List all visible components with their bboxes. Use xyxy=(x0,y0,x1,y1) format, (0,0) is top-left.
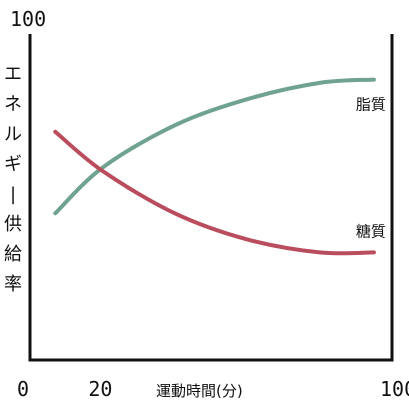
x-tick-label: 20 xyxy=(88,377,112,401)
series-line-lipid xyxy=(53,77,376,216)
series-label-carb: 糖質 xyxy=(356,222,386,240)
y-tick-label: 100 xyxy=(10,7,46,31)
series-layer xyxy=(53,77,376,256)
x-tick-label: 0 xyxy=(17,377,29,401)
axes xyxy=(28,34,394,362)
x-tick-label: 100 xyxy=(380,377,409,401)
y-axis-label: エネルギ|供給率 xyxy=(4,64,22,295)
x-axis-label: 運動時間(分) xyxy=(156,382,243,400)
series-line-carb xyxy=(53,129,376,256)
series-label-lipid: 脂質 xyxy=(356,96,386,114)
